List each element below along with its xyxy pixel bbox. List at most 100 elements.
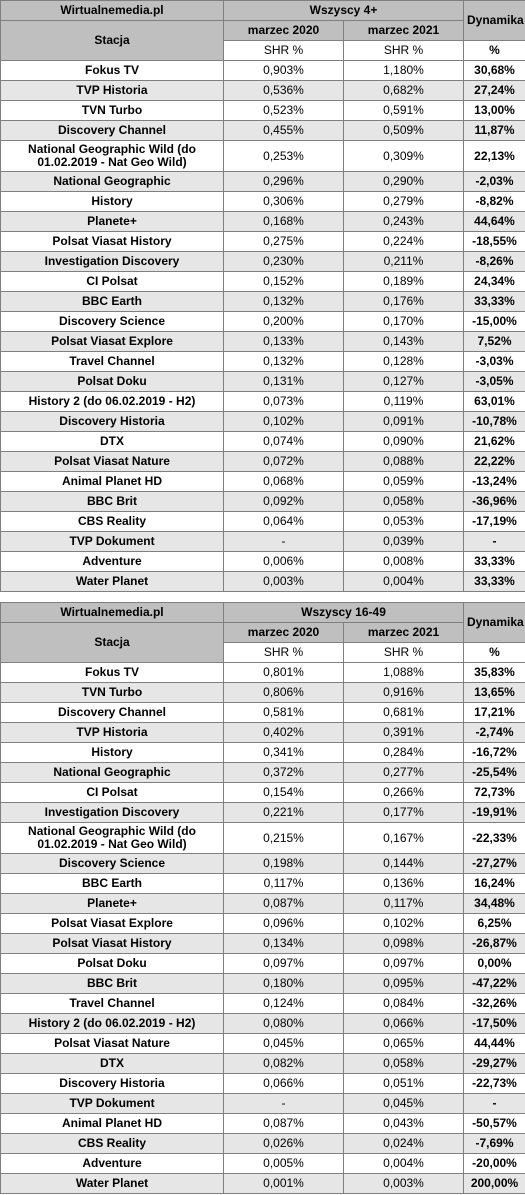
share-2021: 0,591% bbox=[343, 100, 464, 121]
share-2021: 1,088% bbox=[342, 662, 465, 683]
table-row: Discovery Science 0,200% 0,170% -15,00% bbox=[0, 311, 525, 332]
share-2020: 0,200% bbox=[223, 311, 344, 332]
share-2021: 0,509% bbox=[343, 120, 464, 141]
dynamics-value: -3,03% bbox=[463, 351, 525, 372]
share-2021: 0,176% bbox=[343, 291, 464, 312]
dynamics-value: 63,01% bbox=[463, 391, 525, 412]
share-2020: 0,221% bbox=[223, 802, 344, 823]
share-2021: 0,058% bbox=[343, 491, 464, 512]
share-2020: 0,402% bbox=[223, 722, 344, 743]
share-2021: 0,127% bbox=[343, 371, 464, 392]
station-name: BBC Earth bbox=[0, 873, 224, 894]
share-2021: 0,053% bbox=[343, 511, 464, 532]
share-2020: 0,168% bbox=[223, 211, 344, 232]
dynamics-value: -2,03% bbox=[463, 171, 525, 192]
dynamics-value: 13,65% bbox=[463, 682, 525, 703]
table-row: Water Planet 0,003% 0,004% 33,33% bbox=[0, 571, 525, 592]
dynamics-value: -10,78% bbox=[463, 411, 525, 432]
audience-group: Wszyscy 4+ bbox=[223, 0, 464, 21]
table-row: BBC Earth 0,132% 0,176% 33,33% bbox=[0, 291, 525, 312]
table-row: BBC Brit 0,180% 0,095% -47,22% bbox=[0, 973, 525, 994]
station-name: TVP Historia bbox=[0, 722, 224, 743]
dynamics-value: -13,24% bbox=[463, 471, 525, 492]
share-2021: 0,309% bbox=[343, 140, 464, 172]
share-2020: 0,215% bbox=[223, 822, 344, 854]
table-row: Investigation Discovery 0,221% 0,177% -19,9… bbox=[0, 802, 525, 823]
share-2020: 0,092% bbox=[223, 491, 344, 512]
dynamics-value: -8,26% bbox=[463, 251, 525, 272]
percent-unit: % bbox=[463, 642, 525, 663]
dynamics-value: 16,24% bbox=[463, 873, 525, 894]
period-header: marzec 2021 bbox=[343, 20, 464, 41]
share-2021: 0,224% bbox=[343, 231, 464, 252]
dynamics-value: 11,87% bbox=[463, 120, 525, 141]
dynamics-value: 33,33% bbox=[463, 571, 525, 592]
share-2020: 0,198% bbox=[223, 853, 344, 874]
source-label: Wirtualnemedia.pl bbox=[0, 0, 224, 21]
table-row: Adventure 0,005% 0,004% -20,00% bbox=[0, 1153, 525, 1174]
table-row: Polsat Doku 0,097% 0,097% 0,00% bbox=[0, 953, 525, 974]
share-2020: 0,080% bbox=[223, 1013, 344, 1034]
share-2020: 0,180% bbox=[223, 973, 344, 994]
share-2021: 0,266% bbox=[342, 782, 465, 803]
table-row: TVP Historia 0,402% 0,391% -2,74% bbox=[0, 722, 525, 743]
dynamics-value: 22,22% bbox=[463, 451, 525, 472]
dynamics-value: 44,44% bbox=[463, 1033, 525, 1054]
share-2021: 1,180% bbox=[343, 60, 464, 81]
share-2021: 0,119% bbox=[343, 391, 464, 412]
table-row: History 2 (do 06.02.2019 - H2) 0,080% 0,06… bbox=[0, 1013, 525, 1034]
table-row: National Geographic 0,372% 0,277% -25,54% bbox=[0, 762, 525, 783]
table-separator bbox=[0, 592, 525, 602]
share-2021: 0,284% bbox=[342, 742, 465, 763]
share-2020: 0,372% bbox=[223, 762, 344, 783]
station-name: Investigation Discovery bbox=[0, 251, 224, 272]
share-2021: 0,045% bbox=[342, 1093, 465, 1114]
share-2020: 0,068% bbox=[223, 471, 344, 492]
table-row: DTX 0,074% 0,090% 21,62% bbox=[0, 431, 525, 452]
header-row: Wirtualnemedia.pl Wszyscy 4+ Dynamika bbox=[0, 0, 525, 41]
table-row: Polsat Viasat Explore 0,096% 0,102% 6,25% bbox=[0, 913, 525, 934]
station-name: BBC Earth bbox=[0, 291, 224, 312]
share-2020: 0,073% bbox=[223, 391, 344, 412]
share-2021: 0,916% bbox=[342, 682, 465, 703]
dynamics-value: -47,22% bbox=[463, 973, 525, 994]
dynamics-value: -29,27% bbox=[463, 1053, 525, 1074]
table-row: TVP Dokument -0,045% - bbox=[0, 1093, 525, 1114]
table-row: Discovery Historia 0,066% 0,051% -22,73% bbox=[0, 1073, 525, 1094]
table-row: DTX 0,082% 0,058% -29,27% bbox=[0, 1053, 525, 1074]
dynamics-value: 17,21% bbox=[463, 702, 525, 723]
header-row: Wirtualnemedia.pl Wszyscy 16-49 Dynamika bbox=[0, 602, 525, 643]
period-header: marzec 2021 bbox=[342, 622, 465, 643]
share-2021: 0,098% bbox=[342, 933, 465, 954]
station-name: Polsat Viasat Explore bbox=[0, 913, 224, 934]
dynamics-header: Dynamika bbox=[463, 0, 525, 41]
share-2020: 0,154% bbox=[223, 782, 344, 803]
dynamics-value: 27,24% bbox=[463, 80, 525, 101]
header-row: Stacja marzec 2020 marzec 2021 bbox=[0, 20, 525, 61]
shr-unit: SHR % bbox=[223, 642, 344, 663]
share-2020: 0,133% bbox=[223, 331, 344, 352]
table-row: Discovery Channel 0,455% 0,509% 11,87% bbox=[0, 120, 525, 141]
share-2021: 0,090% bbox=[343, 431, 464, 452]
dynamics-value: 33,33% bbox=[463, 551, 525, 572]
table-row: Discovery Science 0,198% 0,144% -27,27% bbox=[0, 853, 525, 874]
station-name: History bbox=[0, 191, 224, 212]
share-2020: 0,801% bbox=[223, 662, 344, 683]
station-name: Discovery Historia bbox=[0, 1073, 224, 1094]
station-header: Stacja bbox=[0, 20, 224, 61]
dynamics-value: -20,00% bbox=[463, 1153, 525, 1174]
dynamics-value: - bbox=[463, 531, 525, 552]
table-row: CI Polsat 0,154% 0,266% 72,73% bbox=[0, 782, 525, 803]
dynamics-value: -2,74% bbox=[463, 722, 525, 743]
table-row: National Geographic Wild (do 01.02.2019 … bbox=[0, 140, 525, 172]
share-2020: 0,152% bbox=[223, 271, 344, 292]
dynamics-value: 24,34% bbox=[463, 271, 525, 292]
dynamics-value: -15,00% bbox=[463, 311, 525, 332]
source-label: Wirtualnemedia.pl bbox=[0, 602, 224, 623]
station-header: Stacja bbox=[0, 622, 224, 663]
table-row: Fokus TV 0,801% 1,088% 35,83% bbox=[0, 662, 525, 683]
station-name: History 2 (do 06.02.2019 - H2) bbox=[0, 1013, 224, 1034]
share-2021: 0,177% bbox=[342, 802, 465, 823]
dynamics-value: -25,54% bbox=[463, 762, 525, 783]
station-name: CBS Reality bbox=[0, 511, 224, 532]
